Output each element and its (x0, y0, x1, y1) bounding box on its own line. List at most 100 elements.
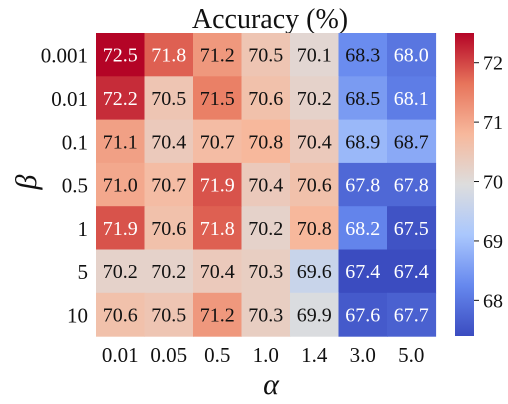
heatmap-cell (193, 249, 243, 294)
heatmap-cell (338, 119, 388, 164)
y-axis-label: β (10, 174, 43, 190)
heatmap-cell (387, 33, 437, 77)
heatmap-cell (96, 119, 146, 164)
heatmap-cell-value: 67.6 (345, 304, 380, 326)
heatmap-cell (290, 249, 340, 294)
heatmap-cell (144, 249, 194, 294)
heatmap-cell-value: 68.1 (394, 88, 429, 110)
heatmap-cell (290, 206, 340, 251)
heatmap-cell (193, 33, 243, 77)
heatmap-cell (96, 76, 146, 121)
heatmap-cell (290, 33, 340, 77)
heatmap-cell-value: 70.1 (297, 45, 332, 67)
colorbar (455, 33, 474, 336)
heatmap-cell (241, 206, 291, 251)
heatmap-cell-value: 71.2 (200, 45, 235, 67)
heatmap-cell (387, 249, 437, 294)
heatmap-cell-value: 67.8 (345, 175, 380, 197)
heatmap-cell (338, 76, 388, 121)
heatmap-cell-value: 70.2 (103, 261, 138, 283)
heatmap-cell-value: 71.2 (200, 304, 235, 326)
x-axis-tick-label: 1.0 (253, 343, 279, 367)
heatmap-cell-value: 70.8 (297, 218, 332, 240)
heatmap-cell (144, 292, 194, 337)
x-axis-tick-label: 5.0 (398, 343, 424, 367)
heatmap-cell (144, 162, 194, 207)
heatmap-cell (193, 162, 243, 207)
x-axis-tick-label: 0.05 (150, 343, 187, 367)
heatmap-cell-value: 70.4 (248, 175, 283, 197)
heatmap-cell (96, 206, 146, 251)
heatmap-cell (338, 162, 388, 207)
heatmap-cell (387, 292, 437, 337)
colorbar-tick-labels: 68 69 70 71 72 (474, 53, 503, 312)
heatmap-cell (144, 206, 194, 251)
heatmap-cell-value: 70.5 (248, 45, 283, 67)
heatmap-cell-value: 67.7 (394, 304, 429, 326)
x-axis-tick-label: 3.0 (350, 343, 376, 367)
heatmap-cell-value: 72.5 (103, 45, 138, 67)
heatmap-cell-value: 67.4 (345, 261, 380, 283)
heatmap-cell (241, 249, 291, 294)
heatmap-cell-value: 67.4 (394, 261, 429, 283)
x-axis-tick-labels: 0.01 0.05 0.5 1.0 1.4 3.0 5.0 (102, 343, 425, 367)
heatmap-cell (144, 76, 194, 121)
heatmap-cell (96, 33, 146, 77)
heatmap-cell (338, 33, 388, 77)
colorbar-tick-label: 71 (483, 112, 503, 134)
heatmap-cell (241, 119, 291, 164)
heatmap-cell-value: 71.8 (200, 218, 235, 240)
heatmap-cell (338, 206, 388, 251)
colorbar-tick-label: 70 (483, 172, 503, 194)
heatmap-cell (96, 249, 146, 294)
heatmap-cell-value: 68.3 (345, 45, 380, 67)
heatmap-cell-labels: 72.5 71.8 71.2 70.5 70.1 68.3 68.0 72.2 70.5 71.5… (103, 45, 429, 327)
y-axis-tick-label: 5 (78, 260, 89, 284)
y-axis-tick-label: 10 (67, 303, 88, 327)
heatmap-cell-value: 70.4 (151, 131, 186, 153)
heatmap-cell (387, 119, 437, 164)
heatmap-cell-value: 70.3 (248, 261, 283, 283)
colorbar-tick-label: 68 (483, 290, 503, 312)
heatmap-cell-value: 70.6 (103, 304, 138, 326)
heatmap-cell-value: 70.5 (151, 304, 186, 326)
x-axis-tick-label: 0.5 (204, 343, 230, 367)
heatmap-cell (193, 292, 243, 337)
heatmap-cell-value: 68.7 (394, 131, 429, 153)
heatmap-cell-value: 69.9 (297, 304, 332, 326)
heatmap-cell-value: 71.8 (151, 45, 186, 67)
heatmap-cell (193, 76, 243, 121)
heatmap-cell (387, 162, 437, 207)
heatmap-cell-value: 68.2 (345, 218, 380, 240)
heatmap-cell (290, 162, 340, 207)
heatmap-cell-value: 71.0 (103, 175, 138, 197)
heatmap-cell (193, 206, 243, 251)
heatmap-cell-value: 70.5 (151, 88, 186, 110)
heatmap-cell-value: 68.9 (345, 131, 380, 153)
heatmap-cell-value: 71.9 (103, 218, 138, 240)
y-axis-tick-labels: 0.001 0.01 0.1 0.5 1 5 10 (41, 44, 88, 328)
y-axis-tick-label: 0.1 (62, 130, 88, 154)
heatmap-cell (144, 119, 194, 164)
x-axis-label: α (263, 368, 280, 401)
heatmap-cell (338, 249, 388, 294)
heatmap-cell (290, 119, 340, 164)
heatmap-cell (193, 119, 243, 164)
heatmap-cell-value: 70.6 (297, 175, 332, 197)
heatmap-cell-value: 67.5 (394, 218, 429, 240)
heatmap-cell-value: 70.7 (200, 131, 235, 153)
y-axis-tick-label: 1 (78, 217, 89, 241)
heatmap-cell-value: 70.2 (297, 88, 332, 110)
heatmap-cell-value: 71.5 (200, 88, 235, 110)
heatmap-cell-value: 70.6 (151, 218, 186, 240)
heatmap-cell (241, 76, 291, 121)
x-axis-tick-label: 1.4 (301, 343, 328, 367)
colorbar-tick-label: 72 (483, 53, 503, 75)
heatmap-cell (241, 162, 291, 207)
chart-title: Accuracy (%) (192, 4, 348, 35)
heatmap-cell-value: 70.2 (151, 261, 186, 283)
heatmap-cells (96, 33, 437, 337)
y-axis-tick-label: 0.01 (51, 87, 88, 111)
heatmap-cell-value: 67.8 (394, 175, 429, 197)
